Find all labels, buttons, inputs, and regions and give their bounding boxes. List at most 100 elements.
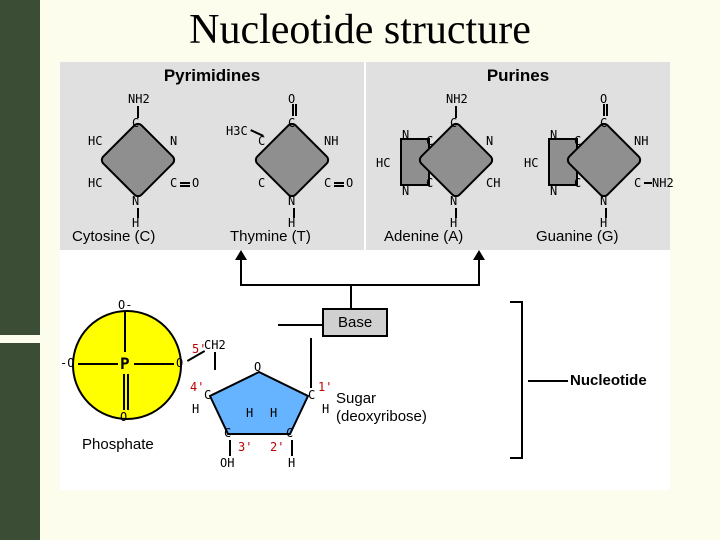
pyrimidines-heading: Pyrimidines — [60, 66, 364, 86]
guanine-c1: C — [574, 134, 581, 148]
left-bar-bottom — [0, 343, 40, 540]
bond — [295, 104, 297, 116]
bond — [214, 352, 216, 370]
guanine-cr: C — [634, 176, 641, 190]
adenine-mol: NH2 C N HC N C C N CH N H — [378, 86, 518, 226]
purines-panel: Purines NH2 C N HC N C C N CH N H Adenin… — [366, 62, 670, 250]
bond — [127, 374, 129, 410]
guanine-c2: C — [574, 176, 581, 190]
cytosine-nh2: NH2 — [128, 92, 150, 106]
sugar-label2: (deoxyribose) — [336, 408, 427, 425]
guanine-label: Guanine (G) — [536, 228, 619, 245]
bond — [334, 185, 344, 187]
arrow-down-to-base — [350, 284, 352, 310]
thymine-label: Thymine (T) — [230, 228, 311, 245]
sugar-3p: 3' — [238, 440, 252, 454]
thymine-ct: C — [288, 116, 295, 130]
adenine-ct: C — [450, 116, 457, 130]
guanine-nb: N — [600, 194, 607, 208]
bond — [124, 312, 126, 352]
bond — [606, 104, 608, 116]
arrow-head-left — [235, 250, 247, 260]
nucleotide-bracket — [508, 300, 528, 460]
bond — [603, 104, 605, 116]
sugar-h1: H — [322, 402, 329, 416]
adenine-c2: C — [426, 176, 433, 190]
bond — [123, 374, 125, 410]
adenine-nh2: NH2 — [446, 92, 468, 106]
cytosine-o: O — [192, 176, 199, 190]
sugar-5p: 5' — [192, 342, 206, 356]
cytosine-c-r: C — [170, 176, 177, 190]
bond — [334, 182, 344, 184]
adenine-n2: N — [402, 184, 409, 198]
bond — [134, 363, 174, 365]
thymine-h3c: H3C — [226, 124, 248, 138]
sugar-pentagon — [204, 368, 314, 438]
purines-heading: Purines — [366, 66, 670, 86]
sugar-ch2: CH2 — [204, 338, 226, 352]
guanine-n2: N — [550, 184, 557, 198]
guanine-ct: C — [600, 116, 607, 130]
arrow-hline — [240, 284, 480, 286]
adenine-nb: N — [450, 194, 457, 208]
guanine-nh: NH — [634, 134, 648, 148]
sugar-1p: 1' — [318, 380, 332, 394]
thymine-o2: O — [346, 176, 353, 190]
bond — [644, 182, 652, 184]
pyrimidines-panel: Pyrimidines NH2 C HC HC N C O N H Cytosi… — [60, 62, 366, 250]
nucleotide-label: Nucleotide — [570, 372, 647, 389]
guanine-hc: HC — [524, 156, 538, 170]
bond — [292, 104, 294, 116]
sugar-h4: H — [192, 402, 199, 416]
cytosine-ring — [98, 120, 177, 199]
adenine-hc: HC — [376, 156, 390, 170]
sugar-oh: OH — [220, 456, 234, 470]
thymine-nh: NH — [324, 134, 338, 148]
cytosine-hc2: HC — [88, 176, 102, 190]
phosphate-p: P — [120, 354, 130, 373]
bond — [78, 363, 118, 365]
sugar-c1: C — [308, 388, 315, 402]
phosphate-nego: -O — [60, 356, 74, 370]
bottom-panel: Base O- P -O O O Phosphate CH2 5' O C 4'… — [60, 250, 670, 490]
sugar-h-bot: H — [288, 456, 295, 470]
bond — [180, 182, 190, 184]
phosphate-o-right: O — [176, 356, 183, 370]
thymine-cl: C — [258, 134, 265, 148]
thymine-cr: C — [324, 176, 331, 190]
cytosine-nb: N — [132, 194, 139, 208]
cytosine-mol: NH2 C HC HC N C O N H — [80, 86, 200, 226]
cytosine-hc1: HC — [88, 134, 102, 148]
arrow-vleft — [240, 260, 242, 286]
cytosine-c-top: C — [132, 116, 139, 130]
sugar-2p: 2' — [270, 440, 284, 454]
base-to-sugar-line — [278, 324, 322, 326]
bond — [180, 185, 190, 187]
adenine-ch: CH — [486, 176, 500, 190]
sugar-c4: C — [204, 388, 211, 402]
thymine-cl2: C — [258, 176, 265, 190]
bond — [229, 440, 231, 456]
adenine-n3: N — [486, 134, 493, 148]
guanine-n1: N — [550, 128, 557, 142]
cytosine-n: N — [170, 134, 177, 148]
sugar-h-mid2: H — [270, 406, 277, 420]
arrow-head-right — [473, 250, 485, 260]
adenine-n: N — [402, 128, 409, 142]
sugar-c3: C — [224, 426, 231, 440]
adenine-c1: C — [426, 134, 433, 148]
phosphate-oneg-top: O- — [118, 298, 132, 312]
left-bar-gap — [0, 335, 40, 343]
page-title: Nucleotide structure — [0, 6, 720, 54]
bracket-line — [528, 380, 568, 382]
guanine-mol: O C N HC N C C NH C NH2 N H — [526, 86, 671, 226]
bond-sugar-base — [310, 338, 312, 388]
sugar-c2: C — [286, 426, 293, 440]
sugar-o: O — [254, 360, 261, 374]
arrow-vright — [478, 260, 480, 286]
phosphate-o-bot: O — [120, 410, 127, 424]
sugar-label: Sugar — [336, 390, 376, 407]
base-box: Base — [322, 308, 388, 337]
bond — [291, 440, 293, 456]
